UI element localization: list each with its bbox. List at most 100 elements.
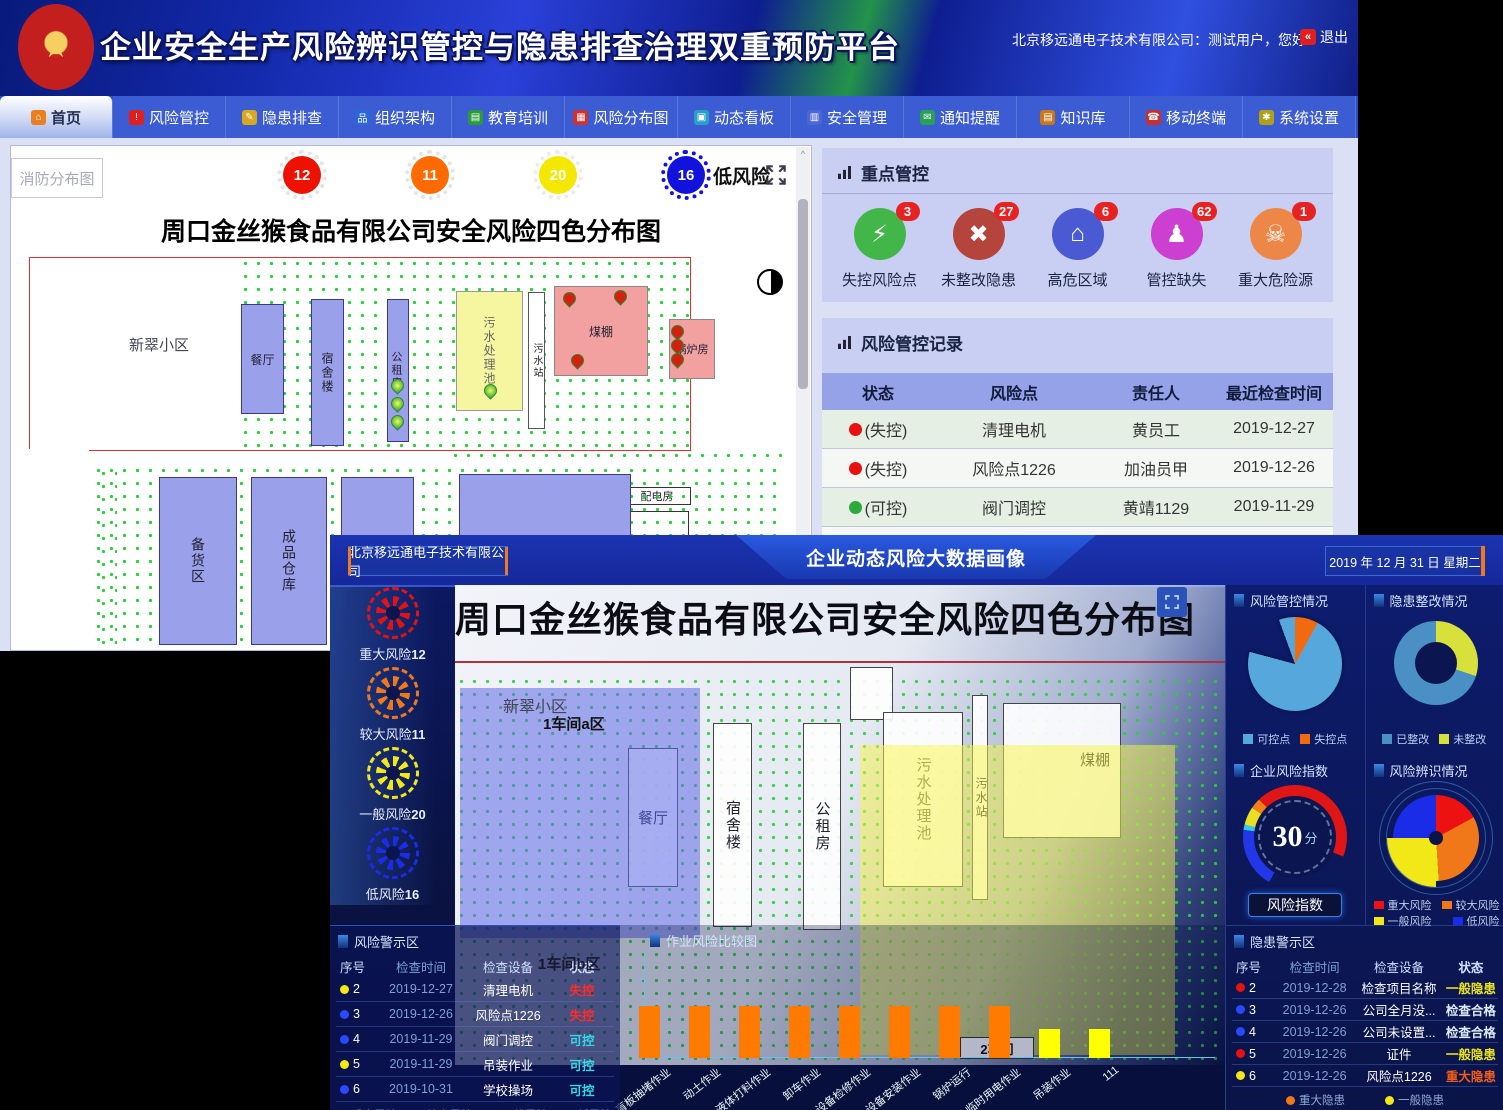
risk-warning-row[interactable]: 5 2019-11-29 吊装作业 可控 — [336, 1052, 614, 1077]
job-risk-bar[interactable] — [1039, 1028, 1060, 1058]
job-bar-label: 111 — [1100, 1064, 1122, 1084]
hazard-warning-row[interactable]: 3 2019-12-26 公司全月没... 检查合格 — [1232, 999, 1498, 1021]
job-risk-bar[interactable] — [839, 1006, 860, 1058]
risk-level-item[interactable]: 一般风险20 — [330, 745, 455, 825]
check-date: 2019-12-26 — [1282, 1002, 1347, 1017]
nav-tab[interactable]: ! 风险管控 — [113, 96, 226, 138]
scroll-thumb[interactable] — [798, 199, 808, 389]
nav-tab[interactable]: ⌂ 首页 — [0, 96, 113, 138]
nav-tab-icon: ▣ — [693, 109, 709, 125]
key-control-panel: 重点管控 ⚡ 3 失控风险点 ✖ 27 — [822, 148, 1333, 302]
nav-tab[interactable]: ▣ 动态看板 — [678, 96, 791, 138]
map-label-xincui: 新翠小区 — [503, 699, 568, 716]
legend-swatch — [1382, 734, 1393, 744]
map-label-workshop1b: 1车间b区 — [538, 956, 601, 973]
risk-count-badge: 20 — [533, 150, 583, 200]
nav-tab[interactable]: ▤ 知识库 — [1017, 96, 1130, 138]
key-control-item[interactable]: ✖ 27 未整改隐患 — [931, 202, 1027, 290]
scroll-up-arrow[interactable]: ^ — [800, 149, 806, 159]
nav-tab[interactable]: ✉ 通知提醒 — [904, 96, 1017, 138]
key-control-icon: ☠ — [1264, 220, 1287, 248]
nav-tab-icon: ✱ — [1258, 109, 1274, 125]
legend-label: 已整改 — [1396, 734, 1430, 746]
nav-tab[interactable]: ▤ 教育培训 — [452, 96, 565, 138]
risk-count-badge: 11 — [405, 150, 455, 200]
nav-tab[interactable]: ✎ 隐患排查 — [226, 96, 339, 138]
job-risk-bar[interactable] — [639, 1006, 660, 1058]
level-dot — [340, 1034, 349, 1044]
risk-warning-row[interactable]: 2 2019-12-27 清理电机 失控 — [336, 977, 614, 1002]
key-control-title: 重点管控 — [861, 165, 929, 184]
risk-index-button[interactable]: 风险指数 — [1248, 893, 1342, 917]
green-strip — [449, 449, 784, 467]
nav-tab[interactable]: ☎ 移动终端 — [1130, 96, 1243, 138]
nav-tab[interactable]: ▥ 安全管理 — [791, 96, 904, 138]
check-status: 重大隐患 — [1445, 1070, 1496, 1084]
key-control-item[interactable]: ♟ 62 管控缺失 — [1129, 202, 1225, 290]
job-risk-bar[interactable] — [939, 1006, 960, 1058]
check-status: 可控 — [569, 1058, 595, 1073]
key-control-item[interactable]: ☠ 1 重大危险源 — [1228, 202, 1324, 290]
count-badge: 6 — [1093, 202, 1118, 221]
fullscreen-expand-icon[interactable] — [763, 162, 789, 188]
risk-identify-panel: 风险辨识情况 重大风险 较大风险 一般风险 低风险 — [1364, 755, 1503, 928]
job-risk-bar[interactable] — [789, 1006, 810, 1058]
panel-accent-icon — [1234, 594, 1244, 607]
yellow-risk-overlay — [860, 745, 1175, 1055]
risk-warning-row[interactable]: 6 2019-10-31 学校操场 可控 — [336, 1077, 614, 1102]
job-bar-label: 吊装作业 — [1031, 1066, 1074, 1103]
map-expand-icon[interactable] — [1157, 587, 1187, 617]
job-risk-bar[interactable] — [739, 1006, 760, 1058]
hazard-warning-row[interactable]: 4 2019-12-26 公司未设置... 检查合格 — [1232, 1021, 1498, 1043]
risk-warning-panel: 风险警示区 序号 检查时间 检查设备 状态 2 2019-12-27 清理电机 … — [330, 925, 620, 1110]
risk-level-value: 20 — [411, 807, 426, 822]
nav-tab[interactable]: ▦ 风险分布图 — [565, 96, 678, 138]
job-risk-bar[interactable] — [889, 1006, 910, 1058]
map-scrollbar[interactable]: ^ — [796, 147, 810, 649]
risk-control-panel: 风险管控情况 可控点 失控点 — [1226, 585, 1365, 755]
map-view-button[interactable]: 消防分布图 — [11, 158, 103, 198]
risk-control-pie[interactable] — [1248, 617, 1342, 711]
job-risk-bar[interactable] — [689, 1006, 710, 1058]
nav-tab[interactable]: ✱ 系统设置 — [1243, 96, 1356, 138]
count-badge: 3 — [895, 202, 920, 221]
nav-tab[interactable]: 品 组织架构 — [339, 96, 452, 138]
risk-identify-legend-row1: 重大风险 较大风险 — [1373, 897, 1500, 913]
check-status: 失控 — [569, 1008, 595, 1023]
key-control-items: ⚡ 3 失控风险点 ✖ 27 未整改隐患 — [822, 194, 1333, 290]
panel-accent-icon — [1234, 764, 1244, 777]
risk-level-icon — [366, 747, 419, 799]
risk-level-item[interactable]: 较大风险11 — [330, 665, 455, 745]
check-date: 2019-12-26 — [389, 1007, 453, 1021]
risk-level-icon — [366, 667, 419, 719]
record-row[interactable]: (可控) 阀门调控 黄靖1129 2019-11-29 — [822, 488, 1333, 527]
dashboard-header: 北京移远通电子技术有限公司 企业动态风险大数据画像 2019 年 12 月 31… — [330, 535, 1503, 587]
hazard-warning-row[interactable]: 5 2019-12-26 证件 一般隐患 — [1232, 1043, 1498, 1065]
risk-warning-row[interactable]: 3 2019-12-26 风险点1226 失控 — [336, 1002, 614, 1027]
hazard-fix-legend: 已整改 未整改 — [1366, 731, 1503, 747]
check-device: 风险点1226 — [1366, 1070, 1432, 1084]
nav-tab-label: 风险分布图 — [593, 109, 669, 127]
map-label-xincui: 新翠小区 — [129, 337, 190, 354]
user-greeting: 北京移远通电子技术有限公司：测试用户，您好！ — [1012, 32, 1320, 48]
nav-tab-icon: ✉ — [919, 109, 935, 125]
risk-level-item[interactable]: 低风险16 — [330, 825, 455, 905]
donut-hole — [1414, 642, 1457, 684]
check-device: 风险点1226 — [475, 1008, 541, 1023]
check-status: 失控 — [569, 983, 595, 998]
hazard-warning-row[interactable]: 2 2019-12-28 检查项目名称 一般隐患 — [1232, 977, 1498, 999]
check-date: 2019-11-29 — [389, 1032, 453, 1046]
job-risk-bar[interactable] — [989, 1006, 1010, 1058]
record-row[interactable]: (失控) 风险点1226 加油员甲 2019-12-26 — [822, 449, 1333, 488]
key-control-item[interactable]: ⌂ 6 高危区域 — [1030, 202, 1126, 290]
logout-button[interactable]: « 退出 — [1300, 27, 1348, 47]
risk-level-value: 16 — [404, 887, 420, 902]
risk-level-label: 低风险 — [365, 887, 405, 902]
risk-level-item[interactable]: 重大风险12 — [330, 585, 455, 665]
risk-warning-row[interactable]: 4 2019-11-29 阀门调控 可控 — [336, 1027, 614, 1052]
hazard-fix-panel: 隐患整改情况 已整改 未整改 — [1364, 585, 1503, 755]
hazard-warning-row[interactable]: 6 2019-12-26 风险点1226 重大隐患 — [1232, 1065, 1498, 1087]
record-row[interactable]: (失控) 清理电机 黄员工 2019-12-27 — [822, 410, 1333, 449]
key-control-item[interactable]: ⚡ 3 失控风险点 — [832, 202, 928, 290]
job-risk-bar[interactable] — [1089, 1028, 1110, 1058]
